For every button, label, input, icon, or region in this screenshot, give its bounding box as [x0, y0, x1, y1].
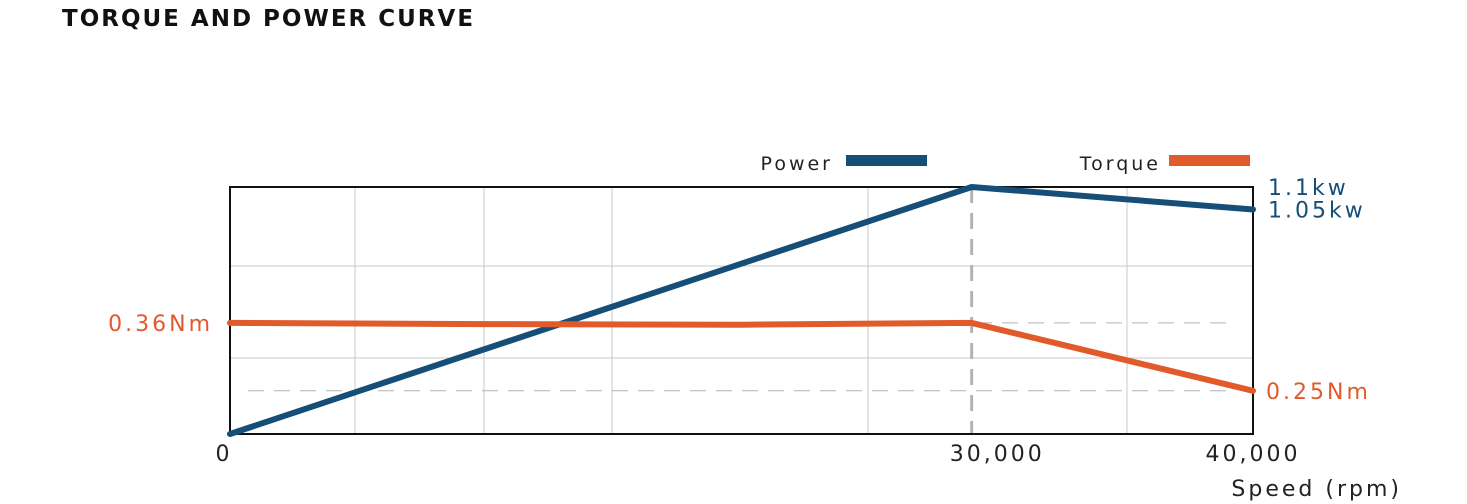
power-label-0: 1.1kw — [1268, 176, 1349, 201]
x-axis-ticks: 0 30,000 40,000 — [216, 442, 1301, 467]
legend: Power Torque — [761, 153, 1250, 175]
chart-title: TORQUE AND POWER CURVE — [62, 6, 475, 32]
torque-line — [227, 319, 1256, 394]
torque-label-1: 0.25Nm — [1266, 380, 1371, 405]
plot-frame — [229, 186, 1254, 435]
power-label-1: 1.05kw — [1268, 198, 1366, 223]
torque-label-0: 0.36Nm — [108, 312, 213, 337]
series-layer — [227, 184, 1256, 437]
x-tick-label-1: 30,000 — [950, 442, 1045, 467]
legend-torque-label: Torque — [1079, 153, 1161, 175]
power-line — [227, 184, 1256, 437]
legend-power-label: Power — [761, 153, 833, 175]
x-tick-label-2: 40,000 — [1206, 442, 1301, 467]
reference-lines — [248, 187, 1235, 434]
x-axis-label: Speed (rpm) — [1231, 477, 1402, 502]
legend-torque-swatch — [1169, 155, 1250, 166]
grid — [230, 187, 1253, 434]
legend-power-swatch — [846, 155, 927, 166]
x-tick-label-0: 0 — [216, 442, 233, 467]
